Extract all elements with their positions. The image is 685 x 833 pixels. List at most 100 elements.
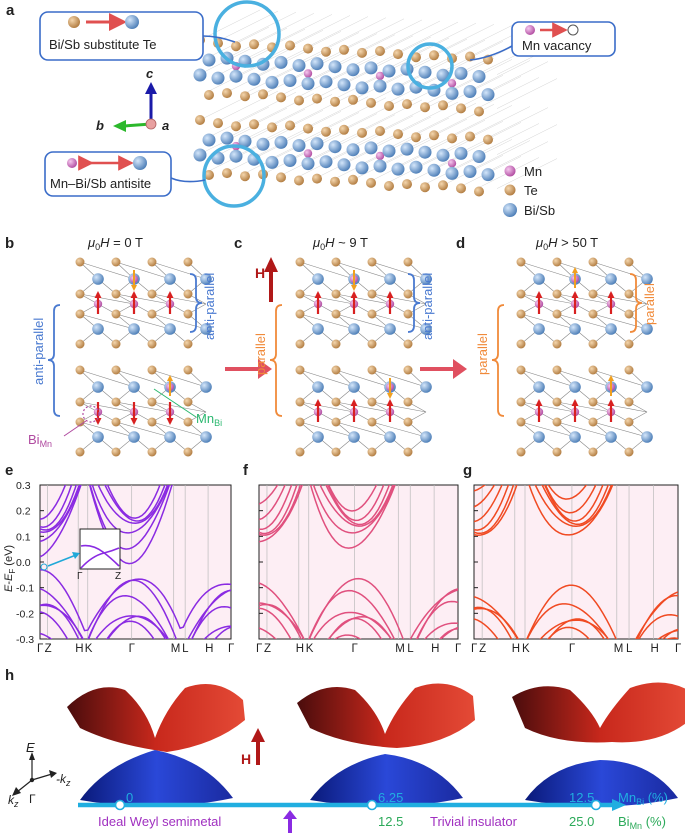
callout-substitute-text: Bi/Sb substitute Te [49,37,156,52]
highlight-circle-1 [406,42,454,90]
field-arrow-c: H [255,257,278,302]
bimn-label: BiMn [28,432,52,449]
band-line [40,611,231,639]
band-line [259,607,458,639]
band-line [259,485,396,536]
svg-text:H: H [75,643,83,655]
tick-top-2: 12.5 [569,790,594,805]
band-line [40,485,161,521]
svg-text:Γ: Γ [471,643,478,655]
band-line [259,617,458,639]
band-line [474,485,614,536]
svg-text:L: L [182,643,189,655]
position-arrow [283,810,297,819]
axis-e-label: E [26,740,35,755]
svg-text:Z: Z [45,643,52,655]
panel-label-g: g [463,462,472,479]
band-line [40,579,231,639]
svg-text:Γ: Γ [129,643,136,655]
band-line [547,626,678,639]
svg-text:0.1: 0.1 [16,531,31,543]
svg-text:H: H [205,643,213,655]
svg-text:K: K [85,643,93,655]
band-line [474,485,597,514]
band-line [40,589,231,639]
band-line [40,568,231,632]
axis-node-2 [590,799,602,811]
svg-text:Γ: Γ [37,643,44,655]
svg-text:K: K [306,643,314,655]
band-ylabel: E-EF (eV) [3,545,17,592]
svg-text:-0.2: -0.2 [16,608,34,620]
band-line [474,485,604,523]
bracket-b-right: anti-parallel [189,273,217,340]
weyl-cone-surfaces [67,682,685,807]
svg-text:K: K [522,643,530,655]
atom-legend: Mn Te Bi/Sb [503,164,555,218]
band-line [474,485,588,500]
composition-axis: 0 6.25 12.5 MnBi (%) 12.5 25.0 BiMn (%) … [78,790,668,833]
legend-bisb: Bi/Sb [524,203,555,218]
highlight-circle-2 [202,144,266,208]
band-line [333,627,458,639]
panel-label-f: f [243,462,249,479]
svg-text:-0.1: -0.1 [16,583,34,595]
inset-tick-gamma: Γ [77,571,83,582]
h-label-c: H [255,265,265,281]
lower-surface-1 [310,754,463,807]
callout-vacancy-text: Mn vacancy [522,38,592,53]
svg-text:L: L [626,643,633,655]
inset-e: Γ Z [40,528,121,582]
band-line [40,485,169,531]
svg-text:M: M [171,643,181,655]
mnbi-label: MnBi [196,411,222,428]
highlight-circle-0 [213,0,281,68]
panel-label-e: e [5,462,13,479]
svg-text:Z: Z [264,643,271,655]
band-line [40,485,170,534]
bracket-d-right-label: parallel [642,283,657,325]
tick-bottom-1: 25.0 [569,814,594,829]
svg-text:0.3: 0.3 [16,480,31,492]
svg-text:Γ: Γ [569,643,576,655]
phase-left: Ideal Weyl semimetal [98,814,221,829]
svg-text:0.0: 0.0 [16,557,31,569]
legend-bisb-dot [503,203,517,217]
svg-text:M: M [395,643,405,655]
svg-text:M: M [614,643,624,655]
panel-label-d: d [456,235,465,252]
axis-node-0 [114,799,126,811]
tick-top-0: 0 [126,790,133,805]
band-line [474,485,609,531]
band-line [474,594,678,639]
callout-substitute: Bi/Sb substitute Te [39,11,236,61]
callout-antisite: Mn–Bi/Sb antisite [44,151,206,197]
tick-top-1: 6.25 [378,790,403,805]
inset-tick-z: Z [115,571,121,582]
axis-mkz-label: -kz [56,772,71,788]
panel-label-c: c [234,235,242,252]
upper-surface-0 [67,684,245,752]
crystal-structure-3d [193,0,558,208]
band-line [259,485,391,531]
bracket-d-left-label: parallel [475,333,490,375]
band-line [259,485,378,512]
band-line [259,577,458,639]
band-line [259,485,385,522]
bracket-b-left-label: anti-parallel [31,318,46,385]
svg-text:-0.3: -0.3 [16,634,34,646]
tick-bottom-0: 12.5 [378,814,403,829]
field-b: μ0H = 0 T [87,235,143,252]
band-line [40,485,166,528]
k-axes: E -kz kz Γ [8,740,71,809]
lattice-b [75,257,212,457]
bracket-c-left-label: parallel [253,333,268,375]
svg-text:Γ: Γ [455,643,462,655]
lattice-c [295,257,432,457]
lower-surface-0 [80,750,233,807]
svg-text:H: H [296,643,304,655]
svg-text:Γ: Γ [228,643,235,655]
